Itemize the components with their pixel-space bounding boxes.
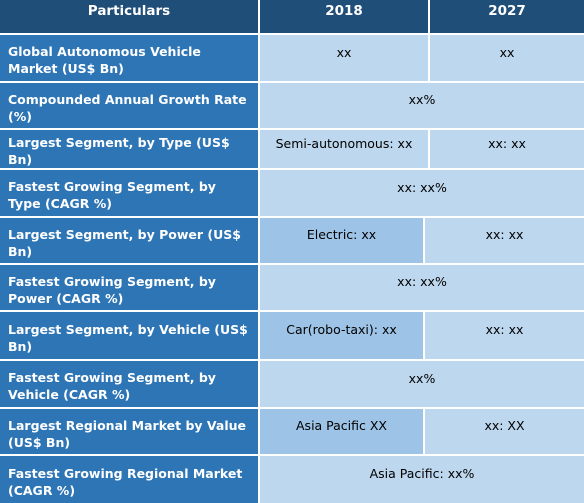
row-value-2018: Semi-autonomous: xx [260,130,428,168]
row-label: Fastest Growing Segment, by Type (CAGR %… [0,170,258,216]
row-value-merged: xx: xx% [260,170,584,216]
row-value-2027: xx [430,35,584,81]
header-2018: 2018 [260,0,428,33]
row-value-2018: xx [260,35,428,81]
row-value-merged: xx% [260,83,584,128]
row-value-2027: xx: XX [425,409,584,454]
row-label: Largest Segment, by Vehicle (US$ Bn) [0,312,258,359]
header-particulars: Particulars [0,0,258,33]
row-value-2027: xx: xx [425,218,584,263]
header-2027: 2027 [430,0,584,33]
row-label: Fastest Growing Segment, by Vehicle (CAG… [0,361,258,407]
row-value-2018: Car(robo-taxi): xx [260,312,423,359]
row-label: Global Autonomous Vehicle Market (US$ Bn… [0,35,258,81]
row-label: Compounded Annual Growth Rate (%) [0,83,258,128]
row-label: Largest Segment, by Power (US$ Bn) [0,218,258,263]
row-value-merged: xx: xx% [260,265,584,310]
row-value-merged: xx% [260,361,584,407]
row-label: Largest Regional Market by Value (US$ Bn… [0,409,258,454]
row-label: Largest Segment, by Type (US$ Bn) [0,130,258,168]
row-value-2018: Asia Pacific XX [260,409,423,454]
row-value-2027: xx: xx [430,130,584,168]
row-value-merged: Asia Pacific: xx% [260,456,584,503]
row-label: Fastest Growing Regional Market (CAGR %) [0,456,258,503]
row-label: Fastest Growing Segment, by Power (CAGR … [0,265,258,310]
row-value-2018: Electric: xx [260,218,423,263]
row-value-2027: xx: xx [425,312,584,359]
